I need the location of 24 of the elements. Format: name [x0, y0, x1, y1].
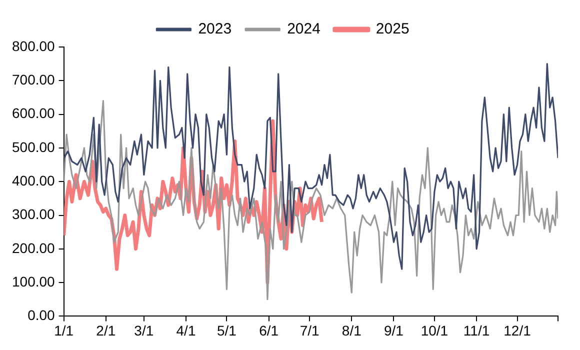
- x-tick-label: 11/1: [463, 322, 490, 338]
- x-tick-label: 1/1: [54, 322, 74, 338]
- x-tick-label: 12/1: [504, 322, 532, 338]
- x-tick-label: 8/1: [342, 322, 362, 338]
- y-tick-label: 200.00: [12, 240, 56, 256]
- x-tick-label: 6/1: [259, 322, 279, 338]
- legend-label: 2024: [287, 20, 320, 38]
- y-tick-label: 300.00: [12, 206, 56, 222]
- x-tick-label: 2/1: [96, 322, 116, 338]
- y-tick-label: 800.00: [12, 38, 56, 54]
- legend-label: 2025: [376, 20, 410, 38]
- x-tick-label: 9/1: [384, 322, 404, 338]
- x-tick-label: 3/1: [134, 322, 154, 338]
- y-tick-label: 500.00: [12, 138, 56, 155]
- x-tick-label: 4/1: [176, 322, 196, 338]
- x-tick-label: 10/1: [420, 322, 448, 338]
- legend-label: 2023: [198, 20, 232, 38]
- y-tick-label: 400.00: [12, 172, 56, 188]
- y-tick-label: 100.00: [12, 273, 56, 290]
- y-tick-label: 600.00: [12, 105, 56, 122]
- x-tick-label: 7/1: [300, 322, 320, 338]
- y-tick-label: 700.00: [12, 72, 56, 88]
- x-tick-label: 5/1: [217, 322, 237, 338]
- y-tick-label: 0.00: [28, 307, 56, 324]
